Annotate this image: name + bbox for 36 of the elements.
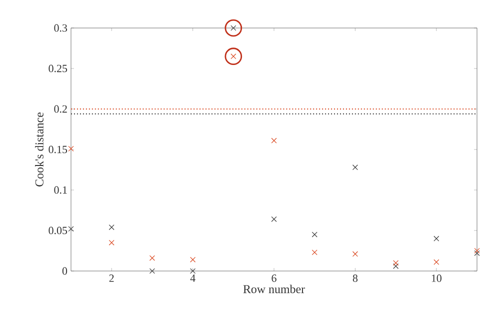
y-tick-label: 0.2 <box>54 105 67 113</box>
y-tick-label: 0.05 <box>48 226 68 234</box>
point <box>190 256 196 262</box>
y-tick-label: 0.25 <box>48 64 68 72</box>
point <box>271 138 277 144</box>
point <box>352 251 358 257</box>
point <box>312 250 318 256</box>
point <box>224 19 242 37</box>
point <box>352 164 358 170</box>
point <box>393 260 399 266</box>
y-tick-label: 0.3 <box>54 24 68 32</box>
point <box>474 248 480 254</box>
point <box>68 226 74 232</box>
point <box>393 263 399 269</box>
point <box>434 236 440 242</box>
y-tick-label: 0.15 <box>48 146 68 154</box>
x-axis-title: Row number <box>243 284 305 294</box>
point <box>108 240 114 246</box>
x-tick-label: 4 <box>190 274 196 282</box>
point <box>190 268 196 274</box>
point <box>271 216 277 222</box>
y-tick-label: 0.1 <box>54 186 67 194</box>
x-tick-label: 2 <box>109 274 114 282</box>
point <box>224 48 242 66</box>
x-tick-label: 10 <box>432 274 442 282</box>
point <box>149 268 155 274</box>
point <box>434 259 440 265</box>
point <box>474 250 480 256</box>
point <box>68 146 74 152</box>
x-tick-label: 8 <box>352 274 358 282</box>
y-tick-label: 0 <box>62 267 68 275</box>
point <box>108 224 114 230</box>
point <box>149 255 155 261</box>
point <box>312 232 318 238</box>
y-axis-title: Cook's distance <box>35 112 44 186</box>
x-tick-label: 6 <box>272 274 276 282</box>
